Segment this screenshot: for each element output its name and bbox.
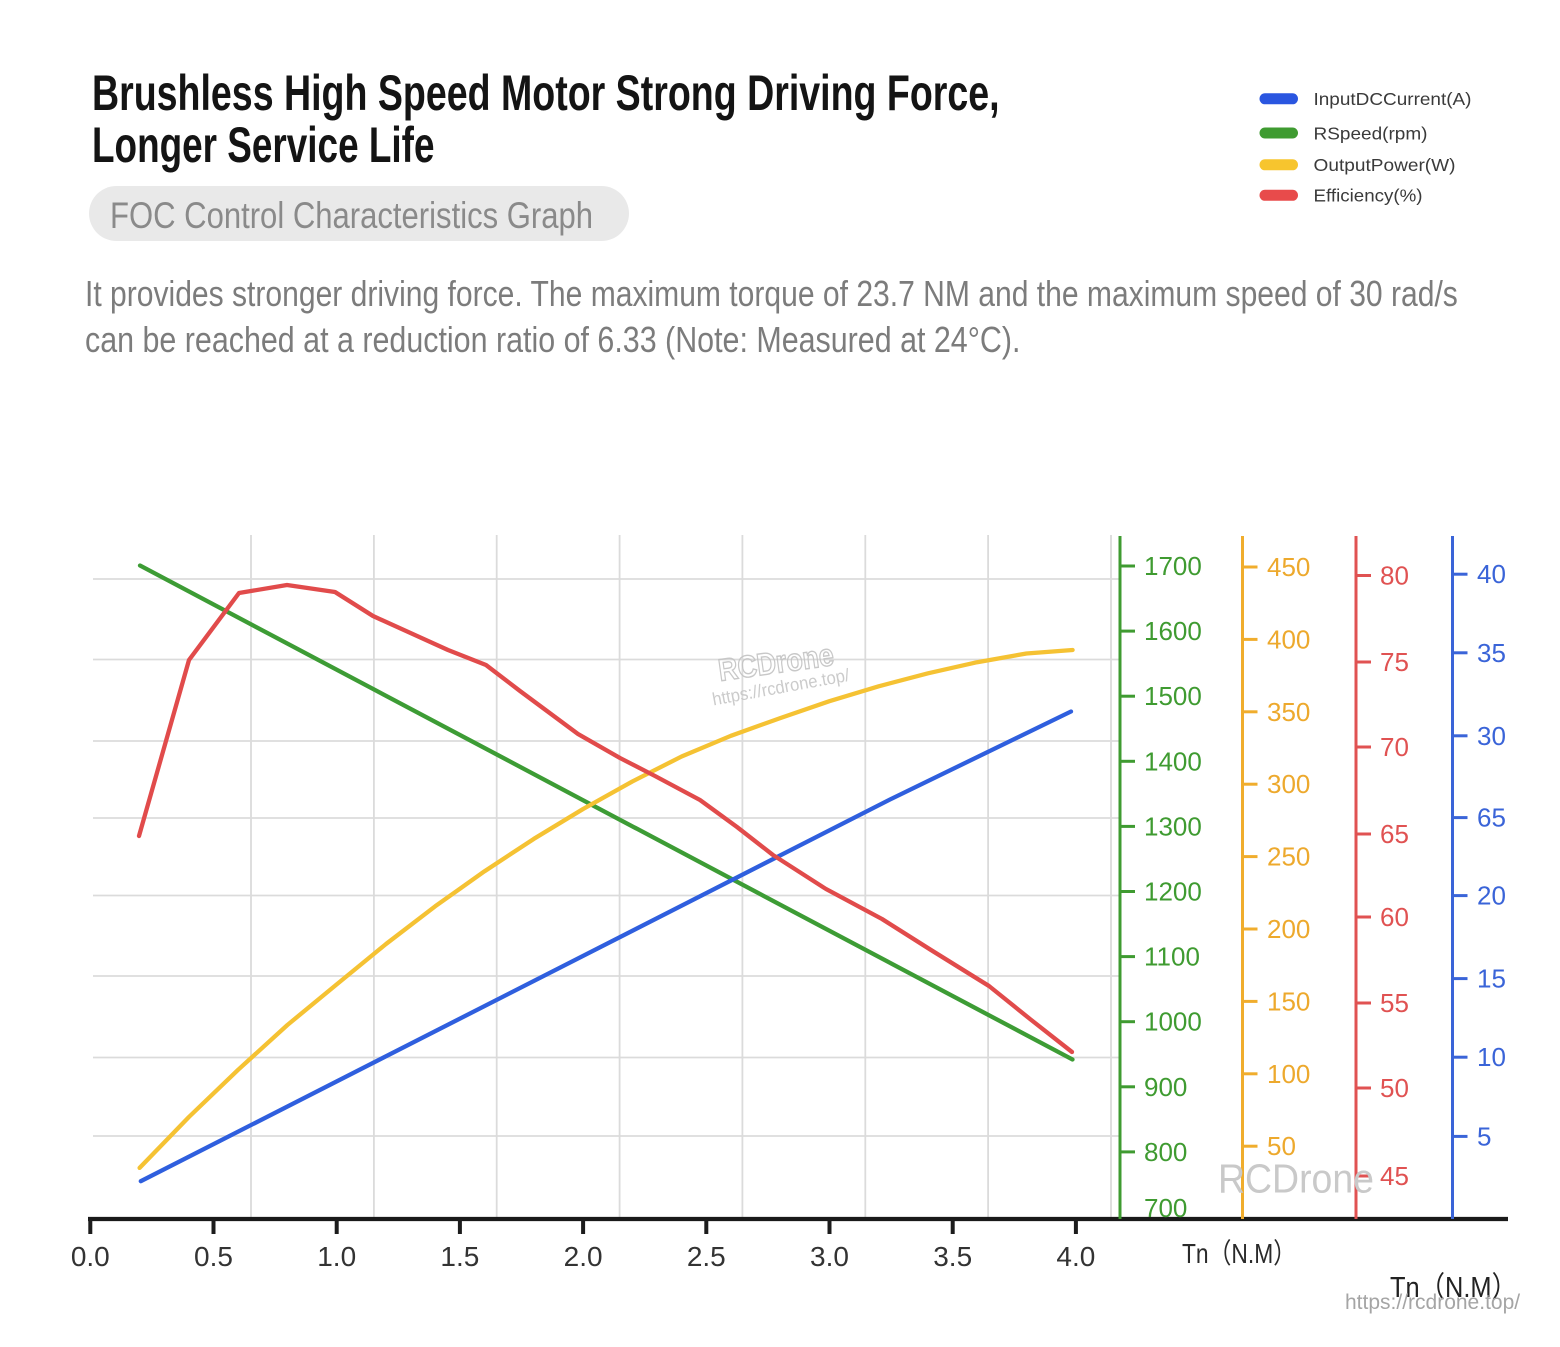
svg-text:70: 70 xyxy=(1380,732,1409,762)
svg-text:800: 800 xyxy=(1144,1137,1187,1167)
svg-text:50: 50 xyxy=(1380,1073,1409,1103)
svg-text:OutputPower(W): OutputPower(W) xyxy=(1314,155,1456,175)
svg-text:250: 250 xyxy=(1267,842,1310,872)
svg-text:150: 150 xyxy=(1267,986,1310,1016)
svg-text:65: 65 xyxy=(1380,819,1409,849)
svg-text:200: 200 xyxy=(1267,914,1310,944)
svg-text:RCDrone: RCDrone xyxy=(1218,1156,1374,1202)
svg-text:30: 30 xyxy=(1477,721,1506,751)
svg-text:4.0: 4.0 xyxy=(1056,1241,1095,1272)
svg-text:10: 10 xyxy=(1477,1042,1506,1072)
svg-text:900: 900 xyxy=(1144,1072,1187,1102)
svg-text:1600: 1600 xyxy=(1144,616,1202,646)
svg-text:0.0: 0.0 xyxy=(71,1241,110,1272)
svg-text:60: 60 xyxy=(1380,902,1409,932)
svg-text:65: 65 xyxy=(1477,803,1506,833)
svg-text:5: 5 xyxy=(1477,1121,1491,1151)
svg-text:1700: 1700 xyxy=(1144,551,1202,581)
svg-text:Efficiency(%): Efficiency(%) xyxy=(1314,186,1423,206)
svg-text:2.0: 2.0 xyxy=(564,1241,603,1272)
svg-text:20: 20 xyxy=(1477,881,1506,911)
svg-text:3.5: 3.5 xyxy=(933,1241,972,1272)
svg-text:300: 300 xyxy=(1267,769,1310,799)
svg-text:35: 35 xyxy=(1477,638,1506,668)
svg-text:75: 75 xyxy=(1380,647,1409,677)
svg-text:50: 50 xyxy=(1267,1131,1296,1161)
svg-text:1.0: 1.0 xyxy=(317,1241,356,1272)
svg-text:InputDCCurrent(A): InputDCCurrent(A) xyxy=(1314,89,1472,109)
svg-text:0.5: 0.5 xyxy=(194,1241,233,1272)
svg-text:2.5: 2.5 xyxy=(687,1241,726,1272)
svg-text:Tn（N.M）: Tn（N.M） xyxy=(1182,1238,1296,1269)
svg-text:1.5: 1.5 xyxy=(440,1241,479,1272)
svg-text:3.0: 3.0 xyxy=(810,1241,849,1272)
svg-text:1100: 1100 xyxy=(1144,942,1200,972)
svg-text:1300: 1300 xyxy=(1144,811,1202,841)
svg-text:100: 100 xyxy=(1267,1059,1310,1089)
svg-text:1400: 1400 xyxy=(1144,746,1202,776)
svg-text:40: 40 xyxy=(1477,559,1506,589)
svg-text:45: 45 xyxy=(1380,1161,1409,1191)
svg-text:80: 80 xyxy=(1380,561,1409,591)
svg-text:15: 15 xyxy=(1477,964,1506,994)
svg-text:350: 350 xyxy=(1267,697,1310,727)
svg-text:450: 450 xyxy=(1267,552,1310,582)
svg-text:1000: 1000 xyxy=(1144,1007,1202,1037)
svg-text:400: 400 xyxy=(1267,624,1310,654)
svg-text:55: 55 xyxy=(1380,988,1409,1018)
svg-text:1200: 1200 xyxy=(1144,877,1202,907)
svg-text:Tn（N.M）: Tn（N.M） xyxy=(1390,1272,1517,1304)
svg-text:1500: 1500 xyxy=(1144,681,1202,711)
svg-text:RSpeed(rpm): RSpeed(rpm) xyxy=(1314,123,1428,143)
svg-text:700: 700 xyxy=(1144,1193,1187,1223)
svg-text:https://rcdrone.top/: https://rcdrone.top/ xyxy=(1345,1291,1520,1314)
